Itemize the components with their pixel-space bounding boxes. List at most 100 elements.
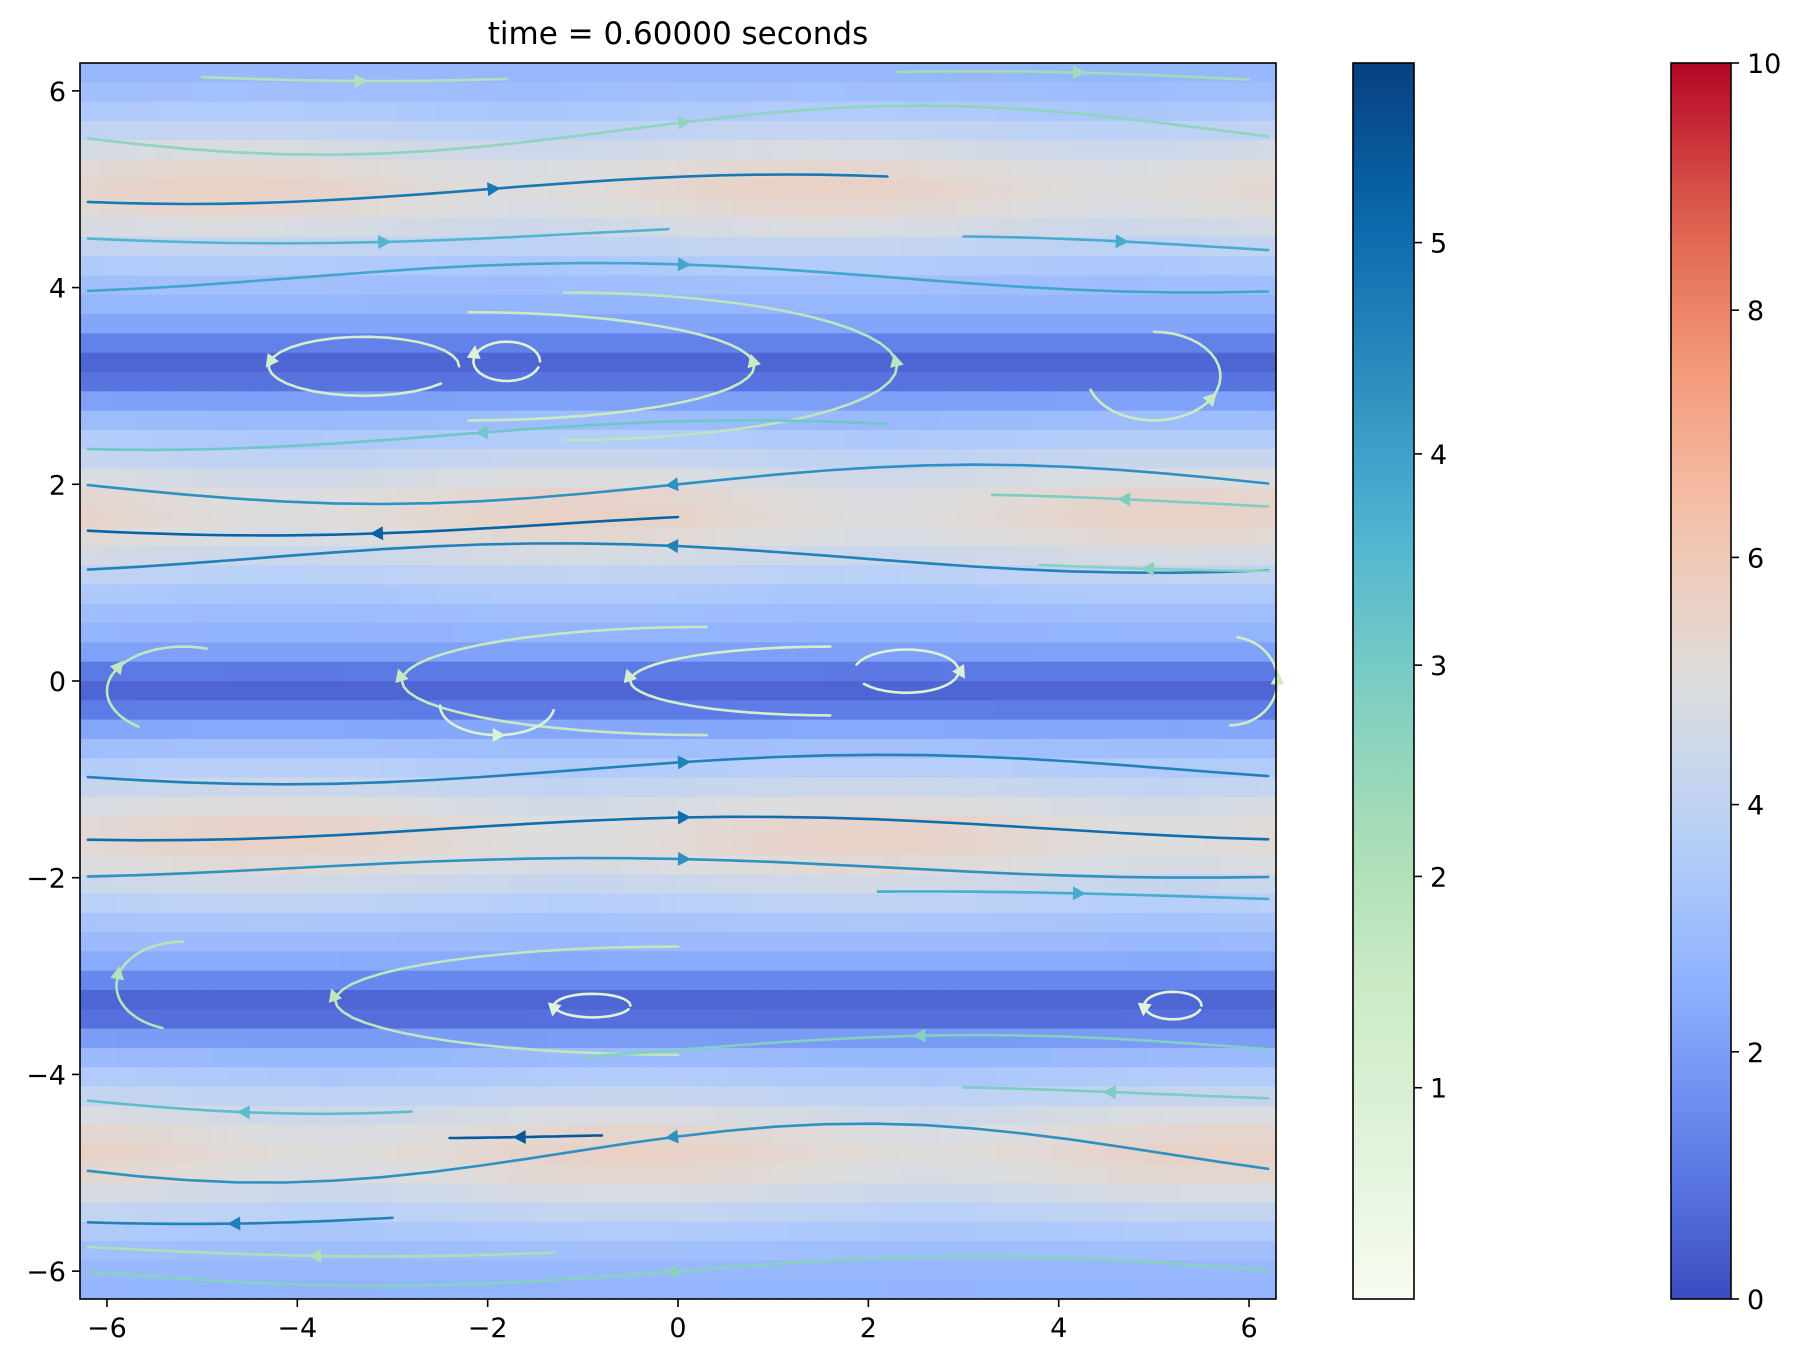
- streamline: [334, 945, 680, 1057]
- heatmap-cell: [1145, 970, 1165, 991]
- heatmap-cell: [98, 1047, 118, 1068]
- heatmap-cell: [192, 1163, 212, 1184]
- heatmap-cell: [1107, 932, 1128, 952]
- heatmap-cell: [565, 777, 586, 798]
- heatmap-cell: [360, 1028, 380, 1049]
- heatmap-cell: [846, 584, 866, 605]
- heatmap-cell: [285, 1105, 305, 1126]
- heatmap-cell: [1145, 835, 1165, 856]
- heatmap-cell: [173, 1183, 193, 1204]
- heatmap-cell: [734, 990, 754, 1010]
- heatmap-cell: [453, 391, 474, 412]
- heatmap-cell: [640, 603, 660, 624]
- heatmap-cell: [491, 796, 511, 817]
- heatmap-cell: [640, 120, 660, 141]
- heatmap-cell: [1182, 719, 1202, 740]
- heatmap-cell: [1257, 758, 1277, 779]
- heatmap-cell: [1163, 526, 1184, 547]
- heatmap-cell: [603, 1009, 623, 1030]
- heatmap-cell: [1089, 758, 1109, 779]
- heatmap-cell: [322, 449, 343, 470]
- heatmap-cell: [528, 738, 548, 759]
- heatmap-cell: [248, 236, 268, 257]
- heatmap-cell: [360, 275, 380, 296]
- heatmap-cell: [902, 796, 922, 817]
- heatmap-cell: [790, 1221, 810, 1242]
- heatmap-cell: [192, 178, 212, 199]
- heatmap-cell: [920, 198, 941, 219]
- heatmap-cell: [80, 816, 100, 837]
- heatmap-cell: [435, 198, 455, 219]
- heatmap-cell: [173, 1009, 193, 1030]
- heatmap-cell: [360, 217, 380, 238]
- heatmap-cell: [883, 1163, 903, 1184]
- heatmap-cell: [1014, 603, 1034, 624]
- heatmap-cell: [603, 1125, 623, 1146]
- heatmap-cell: [827, 1086, 847, 1107]
- heatmap-cell: [1238, 1183, 1258, 1204]
- heatmap-cell: [939, 565, 959, 586]
- heatmap-cell: [266, 623, 287, 643]
- streamline: [962, 1086, 1270, 1100]
- heatmap-cell: [995, 352, 1015, 373]
- heatmap-cell: [827, 565, 847, 586]
- heatmap-cell: [1014, 198, 1034, 219]
- heatmap-cell: [734, 719, 754, 740]
- heatmap-cell: [584, 1221, 604, 1242]
- heatmap-cell: [397, 1105, 417, 1126]
- heatmap-cell: [453, 1086, 474, 1107]
- heatmap-cell: [977, 468, 997, 489]
- heatmap-cell: [1182, 449, 1202, 470]
- heatmap-cell: [173, 700, 193, 721]
- heatmap-cell: [939, 1028, 959, 1049]
- heatmap-cell: [1107, 893, 1128, 914]
- heatmap-cell: [397, 391, 417, 412]
- heatmap-cell: [117, 1202, 137, 1223]
- heatmap-cell: [920, 970, 941, 991]
- heatmap-cell: [80, 1125, 100, 1146]
- heatmap-cell: [920, 1009, 941, 1030]
- heatmap-cell: [827, 449, 847, 470]
- heatmap-cell: [1257, 1067, 1277, 1088]
- heatmap-cell: [939, 835, 959, 856]
- heatmap-cell: [752, 1144, 773, 1165]
- heatmap-cell: [752, 545, 773, 566]
- heatmap-cell: [771, 1260, 791, 1281]
- heatmap-cell: [1257, 893, 1277, 914]
- heatmap-cell: [304, 256, 324, 277]
- heatmap-cell: [977, 372, 997, 392]
- heatmap-cell: [210, 314, 231, 334]
- heatmap-cell: [173, 854, 193, 875]
- heatmap-cell: [397, 893, 417, 914]
- heatmap-cell: [659, 236, 679, 257]
- heatmap-cell: [360, 681, 380, 701]
- heatmap-cell: [80, 120, 100, 141]
- heatmap-cell: [958, 738, 978, 759]
- heatmap-cell: [565, 603, 586, 624]
- heatmap-cell: [696, 236, 716, 257]
- heatmap-cell: [322, 372, 343, 392]
- heatmap-cell: [360, 333, 380, 354]
- heatmap-cell: [117, 159, 137, 180]
- heatmap-cell: [210, 391, 231, 412]
- heatmap-cell: [435, 854, 455, 875]
- heatmap-cell: [229, 1047, 249, 1068]
- heatmap-cell: [1126, 951, 1146, 972]
- heatmap-cell: [416, 487, 436, 508]
- heatmap-cell: [565, 816, 586, 837]
- heatmap-cell: [360, 1009, 380, 1030]
- heatmap-cell: [322, 623, 343, 643]
- heatmap-cell: [98, 738, 118, 759]
- heatmap-cell: [1182, 120, 1202, 141]
- heatmap-cell: [266, 159, 287, 180]
- heatmap-cell: [958, 1067, 978, 1088]
- heatmap-cell: [883, 294, 903, 315]
- heatmap-cell: [136, 256, 156, 277]
- heatmap-cell: [1257, 681, 1277, 701]
- heatmap-cell: [678, 1221, 698, 1242]
- heatmap-cell: [304, 912, 324, 933]
- heatmap-cell: [192, 738, 212, 759]
- heatmap-cell: [864, 1202, 885, 1223]
- heatmap-cell: [771, 758, 791, 779]
- heatmap-cell: [864, 82, 885, 103]
